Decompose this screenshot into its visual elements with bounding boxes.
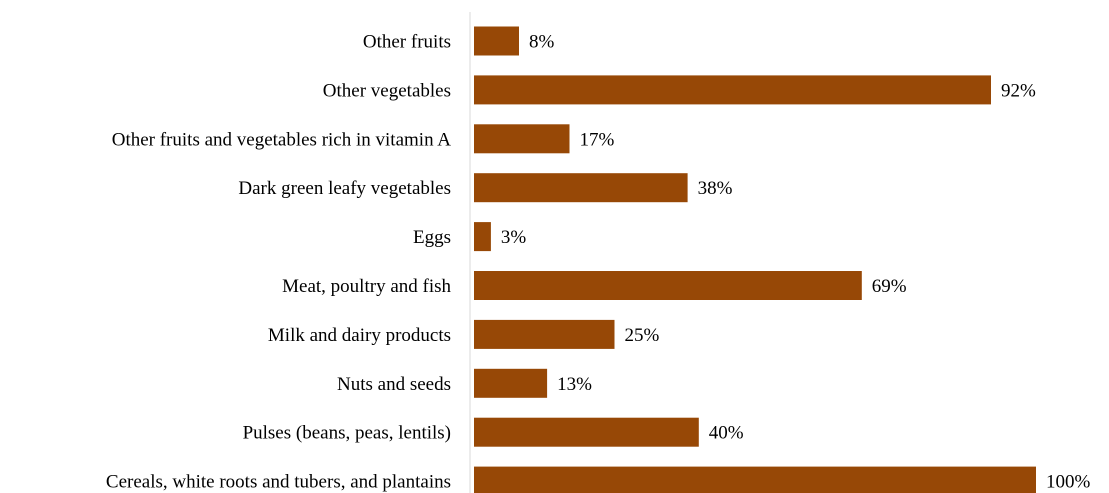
category-label: Other vegetables [323,80,451,101]
category-label: Meat, poultry and fish [282,276,451,297]
bar [474,271,862,300]
category-labels-group: Other fruits Other vegetables Other fruits… [106,32,452,493]
data-label: 69% [872,276,907,297]
category-label: Pulses (beans, peas, lentils) [243,423,451,444]
category-label: Nuts and seeds [337,374,451,395]
category-label: Cereals, white roots and tubers, and pla… [106,472,451,493]
bar [474,466,1036,493]
category-label: Other fruits and vegetables rich in vita… [112,129,452,150]
category-label: Dark green leafy vegetables [238,178,451,199]
data-label: 13% [557,374,592,395]
category-label: Eggs [413,227,451,248]
data-label: 8% [529,32,555,53]
bar [474,26,519,56]
bar [474,222,491,252]
data-label: 17% [580,129,615,150]
bars-group [474,26,1036,493]
data-label: 40% [709,423,744,444]
data-label: 38% [698,178,733,199]
bar [474,75,991,105]
category-label: Other fruits [363,32,451,53]
data-label: 100% [1046,472,1091,493]
data-label: 25% [625,325,660,346]
bar [474,173,688,203]
bar [474,319,615,349]
bar [474,124,570,154]
bar [474,368,548,398]
data-label: 3% [501,227,527,248]
data-label: 92% [1001,80,1036,101]
category-label: Milk and dairy products [268,325,451,346]
data-labels-group: 8% 92% 17% 38% 3% 69% 25% 13% 40% 100% [501,32,1091,493]
bar [474,417,699,447]
